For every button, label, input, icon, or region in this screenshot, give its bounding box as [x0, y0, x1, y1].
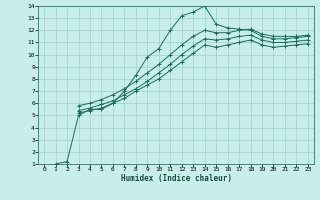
X-axis label: Humidex (Indice chaleur): Humidex (Indice chaleur)	[121, 174, 231, 183]
